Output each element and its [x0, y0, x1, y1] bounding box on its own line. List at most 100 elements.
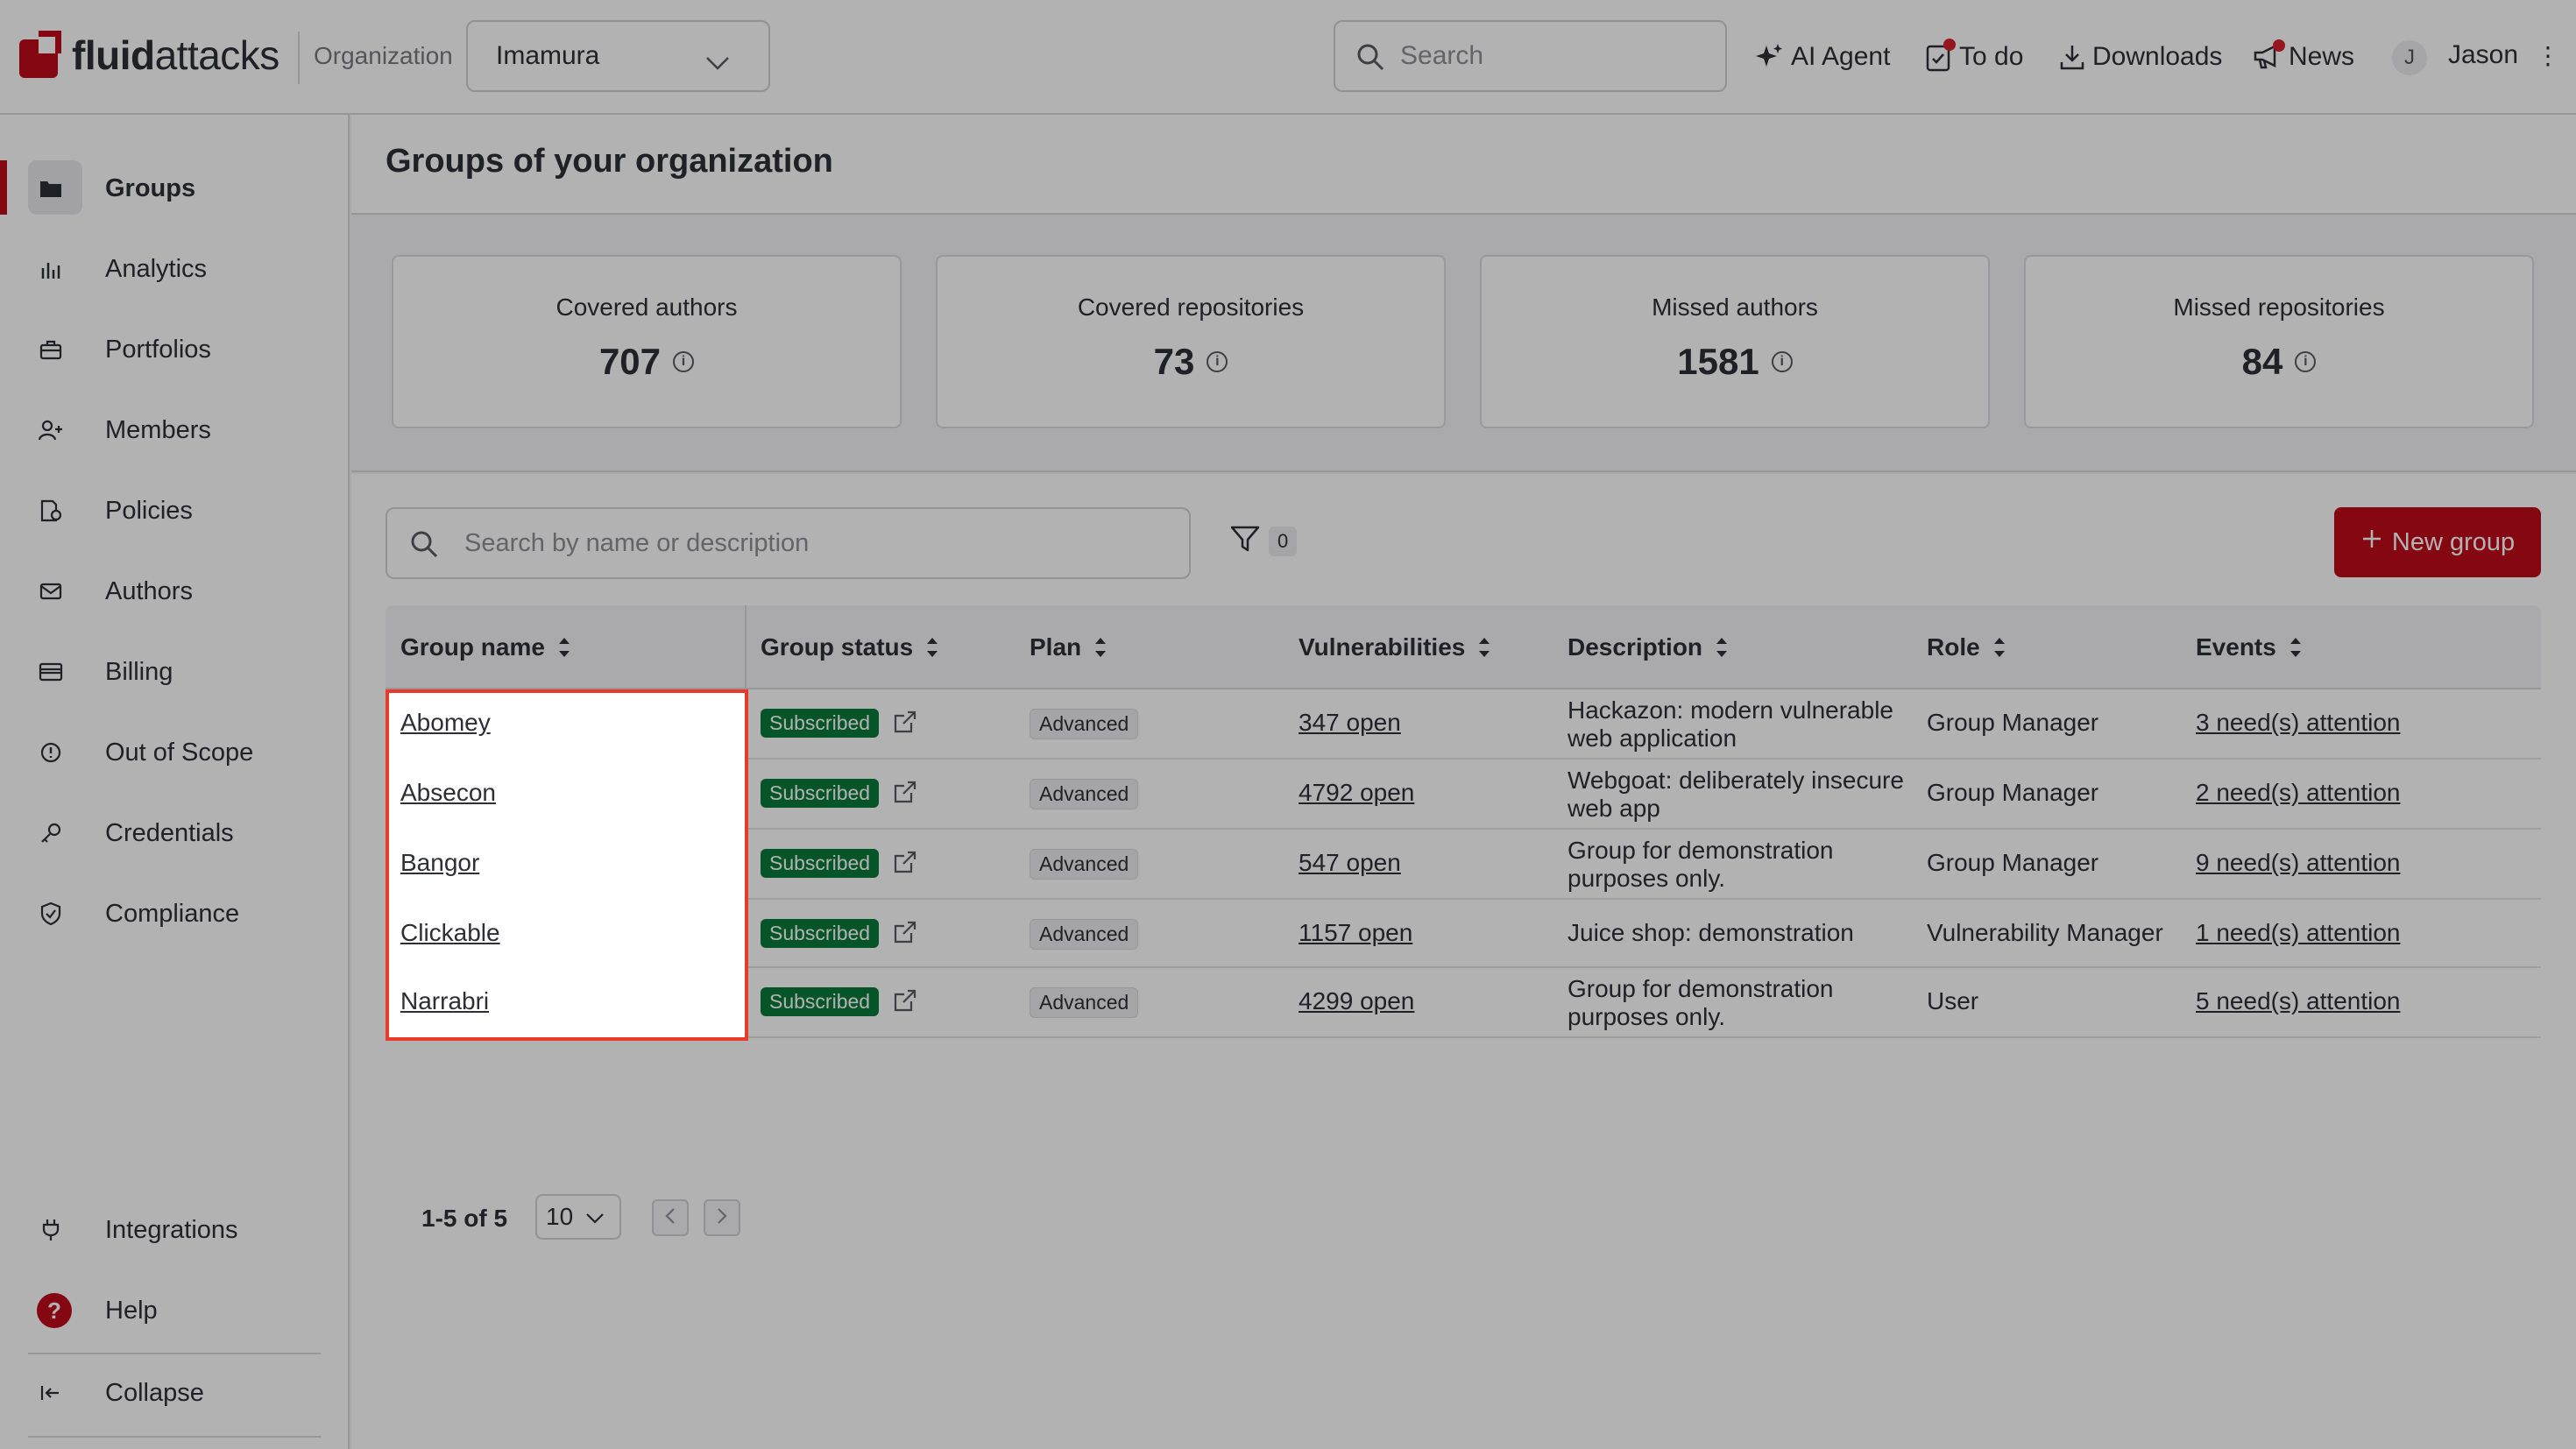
info-icon[interactable]: i [1207, 351, 1228, 372]
organization-select[interactable]: Imamura [466, 20, 770, 92]
sidebar-item-groups[interactable]: Groups [0, 157, 350, 218]
user-plus-icon [39, 418, 63, 442]
sidebar-item-out-of-scope[interactable]: Out of Scope [0, 721, 350, 782]
group-search-placeholder: Search by name or description [464, 528, 810, 557]
group-search-input[interactable]: Search by name or description [386, 507, 1191, 579]
plug-icon [39, 1218, 63, 1242]
group-description: Webgoat: deliberately insecure web app [1568, 767, 1904, 822]
stat-label: Missed repositories [2173, 293, 2385, 321]
sidebar-item-credentials[interactable]: Credentials [0, 802, 350, 863]
external-link-icon[interactable] [892, 779, 918, 809]
column-header-vulnerabilities[interactable]: Vulnerabilities [1299, 633, 1491, 661]
info-icon[interactable]: i [673, 351, 695, 372]
sidebar-item-members[interactable]: Members [0, 399, 350, 460]
group-name-link[interactable]: Clickable [400, 919, 500, 946]
sidebar-divider [28, 1353, 321, 1354]
group-name-link[interactable]: Abomey [400, 709, 491, 736]
sidebar-item-billing[interactable]: Billing [0, 640, 350, 702]
sidebar-item-compliance[interactable]: Compliance [0, 882, 350, 944]
sidebar-item-integrations[interactable]: Integrations [0, 1198, 350, 1260]
todo-button[interactable]: To do [1924, 35, 2023, 79]
sort-icon[interactable] [2289, 634, 2303, 661]
vulnerabilities-link[interactable]: 4792 open [1299, 779, 1415, 806]
sort-icon[interactable] [557, 634, 571, 661]
column-header-plan[interactable]: Plan [1030, 633, 1108, 661]
group-name-link[interactable]: Bangor [400, 849, 480, 876]
sort-icon[interactable] [1715, 634, 1729, 661]
sidebar-item-policies[interactable]: Policies [0, 479, 350, 541]
filter-count-badge: 0 [1269, 526, 1298, 556]
group-role: Group Manager [1927, 779, 2099, 806]
more-options-icon[interactable]: ⋮ [2536, 42, 2560, 69]
sidebar-item-label: Policies [105, 497, 193, 525]
events-link[interactable]: 2 need(s) attention [2196, 779, 2401, 806]
spotlight-background [386, 689, 748, 1041]
filter-button[interactable]: 0 [1230, 525, 1298, 557]
info-icon[interactable]: i [1771, 351, 1793, 372]
stat-label: Covered authors [556, 293, 738, 321]
chevron-left-icon [665, 1207, 676, 1229]
vulnerabilities-link[interactable]: 347 open [1299, 709, 1401, 736]
column-header-events[interactable]: Events [2196, 633, 2303, 661]
todo-label: To do [1959, 42, 2024, 71]
ai-agent-label: AI Agent [1791, 42, 1891, 71]
sidebar-item-portfolios[interactable]: Portfolios [0, 318, 350, 379]
global-search-input[interactable]: Search [1334, 20, 1727, 92]
avatar[interactable]: J [2392, 40, 2427, 75]
new-group-button[interactable]: New group [2334, 507, 2541, 577]
plan-badge: Advanced [1030, 849, 1139, 880]
column-header-group-status[interactable]: Group status [761, 633, 939, 661]
chevron-right-icon [717, 1207, 727, 1229]
page-size-select[interactable]: 10 [535, 1194, 621, 1240]
column-header-group-name[interactable]: Group name [400, 633, 571, 661]
sort-icon[interactable] [925, 634, 939, 661]
events-link[interactable]: 3 need(s) attention [2196, 709, 2401, 736]
column-header-description[interactable]: Description [1568, 633, 1729, 661]
sort-icon[interactable] [1992, 634, 2006, 661]
status-badge: Subscribed [761, 849, 880, 878]
external-link-icon[interactable] [892, 919, 918, 950]
page-title: Groups of your organization [386, 143, 833, 180]
column-header-role[interactable]: Role [1927, 633, 2006, 661]
previous-page-button[interactable] [652, 1199, 689, 1236]
info-icon[interactable]: i [2295, 351, 2317, 372]
group-name-link[interactable]: Absecon [400, 779, 496, 806]
group-name-link[interactable]: Narrabri [400, 987, 490, 1014]
sort-icon[interactable] [1093, 634, 1108, 661]
logo-text-light: attacks [154, 32, 280, 78]
news-button[interactable]: News [2252, 35, 2354, 79]
notification-dot [1943, 39, 1956, 51]
sidebar-item-help[interactable]: ? Help [0, 1279, 350, 1340]
sidebar-item-collapse[interactable]: Collapse [0, 1361, 350, 1423]
groups-content: Search by name or description 0 New grou… [351, 474, 2576, 1449]
vulnerabilities-link[interactable]: 1157 open [1299, 919, 1413, 946]
vulnerabilities-link[interactable]: 547 open [1299, 849, 1401, 876]
events-link[interactable]: 5 need(s) attention [2196, 987, 2401, 1014]
user-name[interactable]: Jason [2448, 40, 2519, 69]
sparkle-icon [1754, 42, 1784, 72]
external-link-icon[interactable] [892, 987, 918, 1018]
plan-badge: Advanced [1030, 987, 1139, 1018]
plus-icon [2360, 527, 2383, 557]
sidebar-item-authors[interactable]: Authors [0, 560, 350, 621]
events-link[interactable]: 1 need(s) attention [2196, 919, 2401, 946]
status-badge: Subscribed [761, 987, 880, 1016]
stat-card-missed-repositories: Missed repositories 84 i [2024, 255, 2534, 428]
active-indicator [0, 160, 7, 215]
vulnerabilities-link[interactable]: 4299 open [1299, 987, 1415, 1014]
next-page-button[interactable] [704, 1199, 740, 1236]
sort-icon[interactable] [1477, 634, 1491, 661]
header-divider [298, 32, 300, 84]
stat-value: 707 [598, 341, 662, 382]
external-link-icon[interactable] [892, 849, 918, 880]
table-header: Group name Group status Plan Vulnerabili… [386, 605, 2541, 689]
downloads-button[interactable]: Downloads [2059, 35, 2222, 79]
group-description: Group for demonstration purposes only. [1568, 837, 1834, 892]
events-link[interactable]: 9 need(s) attention [2196, 849, 2401, 876]
sidebar-item-analytics[interactable]: Analytics [0, 237, 350, 299]
folder-icon [39, 176, 63, 201]
ai-agent-button[interactable]: AI Agent [1754, 35, 1890, 79]
external-link-icon[interactable] [892, 709, 918, 739]
sidebar-item-label: Analytics [105, 255, 208, 283]
fluidattacks-logo[interactable]: fluidattacks [19, 29, 280, 81]
